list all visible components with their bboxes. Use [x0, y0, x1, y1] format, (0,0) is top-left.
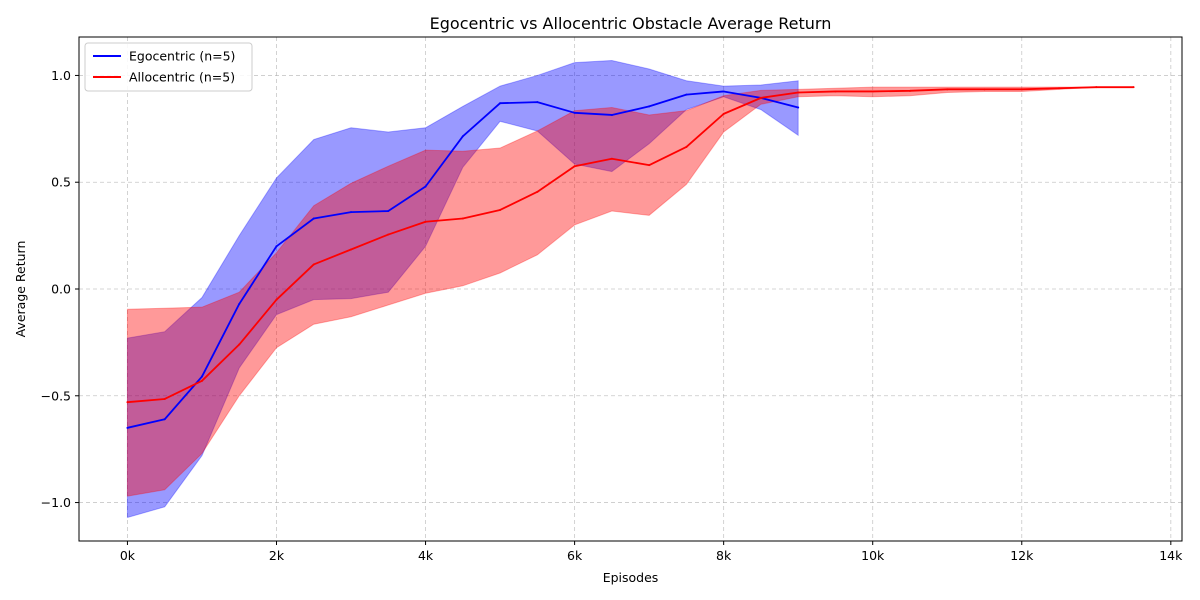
- x-tick-label: 12k: [1010, 548, 1034, 563]
- point-allocentric: [424, 220, 427, 223]
- legend: Egocentric (n=5) Allocentric (n=5): [84, 42, 253, 92]
- x-axis-ticks: 0k 2k 4k 6k 8k 10k 12k 14k: [120, 541, 1183, 563]
- point-egocentric: [536, 101, 539, 104]
- y-axis-label: Average Return: [13, 241, 28, 338]
- point-allocentric: [573, 165, 576, 168]
- chart-title: Egocentric vs Allocentric Obstacle Avera…: [430, 14, 832, 33]
- point-egocentric: [163, 418, 166, 421]
- series-lines: [126, 86, 1135, 429]
- point-egocentric: [685, 93, 688, 96]
- x-tick-label: 14k: [1159, 548, 1183, 563]
- point-egocentric: [312, 217, 315, 220]
- line-allocentric: [127, 86, 1134, 404]
- point-egocentric: [648, 105, 651, 108]
- point-allocentric: [685, 145, 688, 148]
- grid: [79, 37, 1182, 541]
- point-allocentric: [126, 401, 129, 404]
- x-tick-label: 0k: [120, 548, 136, 563]
- point-allocentric: [946, 88, 949, 91]
- band-egocentric: [126, 59, 799, 519]
- point-egocentric: [275, 245, 278, 248]
- point-allocentric: [312, 263, 315, 266]
- point-egocentric: [200, 375, 203, 378]
- x-tick-label: 4k: [418, 548, 434, 563]
- point-allocentric: [1020, 88, 1023, 91]
- point-allocentric: [1058, 87, 1061, 90]
- point-allocentric: [163, 397, 166, 400]
- point-allocentric: [610, 157, 613, 160]
- point-egocentric: [797, 106, 800, 109]
- point-allocentric: [834, 90, 837, 93]
- point-egocentric: [238, 302, 241, 305]
- point-allocentric: [499, 208, 502, 211]
- point-egocentric: [126, 426, 129, 429]
- x-tick-label: 8k: [716, 548, 732, 563]
- point-allocentric: [908, 89, 911, 92]
- y-tick-label: −0.5: [41, 388, 71, 403]
- point-allocentric: [1132, 86, 1135, 89]
- point-egocentric: [722, 90, 725, 93]
- point-egocentric: [424, 185, 427, 188]
- point-allocentric: [1095, 86, 1098, 89]
- point-allocentric: [275, 298, 278, 301]
- point-allocentric: [461, 217, 464, 220]
- point-allocentric: [759, 96, 762, 99]
- y-tick-label: 0.0: [51, 282, 71, 297]
- point-allocentric: [983, 88, 986, 91]
- point-allocentric: [387, 233, 390, 236]
- y-tick-label: 0.5: [51, 175, 71, 190]
- point-egocentric: [461, 135, 464, 138]
- y-tick-label: −1.0: [41, 495, 71, 510]
- point-egocentric: [610, 113, 613, 116]
- point-egocentric: [350, 211, 353, 214]
- y-axis-ticks: −1.0 −0.5 0.0 0.5 1.0: [41, 68, 79, 510]
- x-tick-label: 2k: [269, 548, 285, 563]
- y-tick-label: 1.0: [51, 68, 71, 83]
- point-allocentric: [350, 248, 353, 251]
- x-tick-label: 6k: [567, 548, 583, 563]
- point-allocentric: [797, 91, 800, 94]
- point-allocentric: [648, 164, 651, 167]
- point-egocentric: [573, 111, 576, 114]
- point-allocentric: [722, 112, 725, 115]
- point-allocentric: [238, 343, 241, 346]
- point-allocentric: [871, 90, 874, 93]
- legend-label-allocentric: Allocentric (n=5): [129, 70, 235, 85]
- x-tick-label: 10k: [861, 548, 885, 563]
- x-axis-label: Episodes: [603, 570, 659, 585]
- legend-label-egocentric: Egocentric (n=5): [129, 49, 235, 64]
- point-allocentric: [200, 379, 203, 382]
- point-allocentric: [536, 190, 539, 193]
- legend-box: [84, 42, 253, 92]
- point-egocentric: [387, 210, 390, 213]
- point-egocentric: [499, 102, 502, 105]
